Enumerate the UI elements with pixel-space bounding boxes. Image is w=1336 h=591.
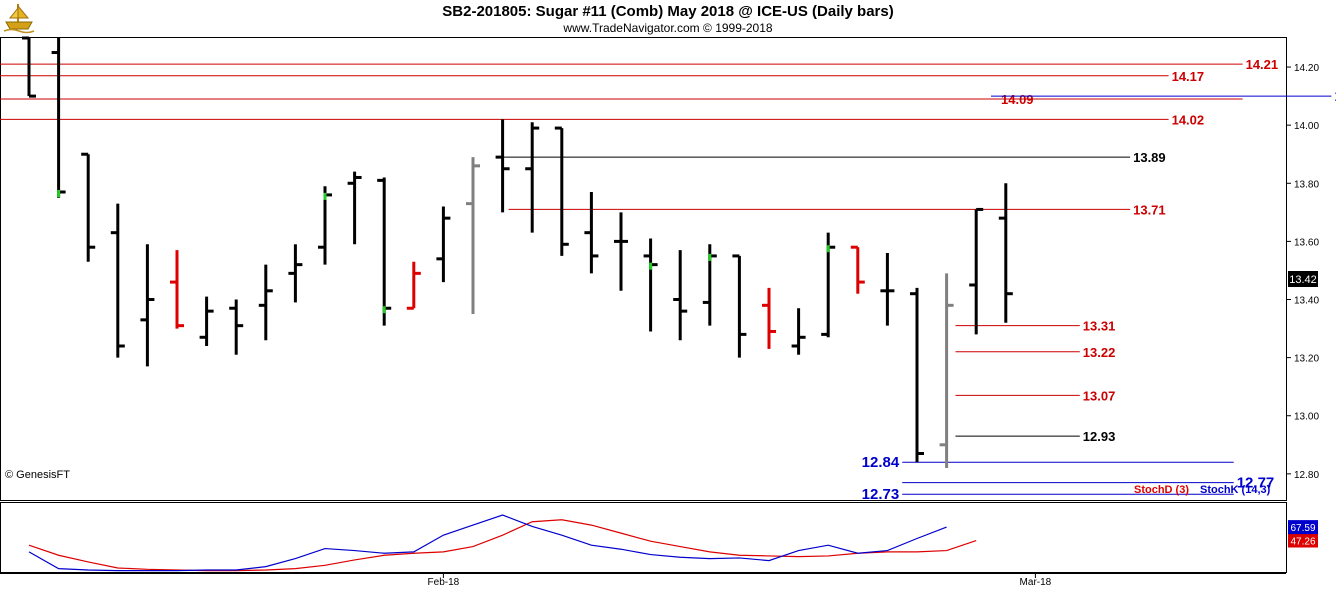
ohlc-bar xyxy=(821,232,836,338)
ohlc-bar xyxy=(702,244,717,326)
ohlc-bar xyxy=(170,250,184,329)
level-label: 14.02 xyxy=(1172,112,1205,127)
legend-stochk: StochK (14,3) xyxy=(1200,484,1271,496)
y-tick-label: 12.80 xyxy=(1294,470,1319,481)
ohlc-bar xyxy=(258,264,273,341)
stoch-value-label: 67.59 xyxy=(1290,523,1315,534)
y-tick-label: 14.20 xyxy=(1294,63,1319,74)
ohlc-bar xyxy=(969,207,984,335)
level-label: 12.73 xyxy=(862,486,900,503)
oscillator-panel-frame xyxy=(0,502,1287,573)
y-tick-label: 13.80 xyxy=(1294,179,1319,190)
y-tick-label: 13.60 xyxy=(1294,237,1319,248)
ohlc-bar xyxy=(525,122,540,233)
ohlc-bar xyxy=(81,152,96,262)
ohlc-bar xyxy=(850,245,865,294)
stoch-line xyxy=(28,519,977,572)
ohlc-bar xyxy=(554,126,569,256)
ohlc-bar xyxy=(673,250,688,341)
trade-navigator-logo xyxy=(2,0,36,39)
level-label: 13.89 xyxy=(1133,150,1166,165)
ohlc-bar xyxy=(199,296,214,346)
ohlc-bar xyxy=(998,183,1013,323)
chart-header: SB2-201805: Sugar #11 (Comb) May 2018 @ … xyxy=(0,0,1336,38)
level-label: 13.07 xyxy=(1083,388,1116,403)
level-label: 14.10 xyxy=(1334,88,1336,105)
ohlc-bar xyxy=(436,206,451,283)
x-tick-label: Feb-18 xyxy=(428,577,460,588)
level-label: 12.93 xyxy=(1083,429,1116,444)
chart-subtitle: www.TradeNavigator.com © 1999-2018 xyxy=(563,21,773,35)
level-label: 12.84 xyxy=(862,454,900,471)
stoch-value-label: 47.26 xyxy=(1290,537,1315,548)
ohlc-bar xyxy=(910,287,924,463)
ohlc-bar xyxy=(732,254,747,358)
ohlc-bar xyxy=(140,244,155,367)
level-label: 14.09 xyxy=(1001,92,1034,107)
last-price-label: 13.42 xyxy=(1289,274,1317,286)
level-label: 12.77 xyxy=(1237,475,1275,492)
y-tick-label: 13.40 xyxy=(1294,296,1319,307)
price-panel: 14.20 14.00 13.80 13.60 13.40 13.20 13.00 12.80… xyxy=(0,36,1336,503)
x-tick-label: Mar-18 xyxy=(1020,577,1052,588)
ohlc-bar xyxy=(406,261,421,310)
copyright-label: © GenesisFT xyxy=(5,469,70,481)
ohlc-bar xyxy=(495,119,510,213)
ohlc-bar xyxy=(939,273,954,469)
stoch-value-box xyxy=(1288,533,1318,548)
ohlc-bar xyxy=(318,186,332,265)
ohlc-bar xyxy=(110,203,125,358)
ohlc-bar xyxy=(791,308,806,355)
y-tick-label: 14.00 xyxy=(1294,121,1319,132)
legend-stochd: StochD (3) xyxy=(1134,484,1189,496)
y-tick-label: 13.20 xyxy=(1294,354,1319,365)
stoch-value-box xyxy=(1288,520,1318,535)
date-axis: Feb-18 Mar-18 xyxy=(0,573,1286,588)
ohlc-bar xyxy=(466,157,480,315)
ohlc-bar xyxy=(643,238,658,332)
oscillator-labels: 47.26 67.59 xyxy=(1288,520,1318,548)
ohlc-bar xyxy=(377,177,392,326)
stoch-line xyxy=(28,514,947,572)
ohlc-bar xyxy=(229,299,244,355)
ohlc-bar xyxy=(347,171,362,245)
ohlc-bar xyxy=(762,287,776,349)
price-bars xyxy=(22,36,1013,469)
ohlc-bar xyxy=(288,244,303,303)
price-panel-frame xyxy=(0,37,1287,501)
ohlc-bar xyxy=(51,38,66,198)
price-levels: 14.21 14.17 14.09 14.10 14.02 13.89 13.71 13.31… xyxy=(0,57,1336,503)
level-label: 13.71 xyxy=(1133,202,1166,217)
price-axis: 14.20 14.00 13.80 13.60 13.40 13.20 13.00 12.80 xyxy=(1286,63,1319,481)
oscillator-panel: 47.26 67.59 xyxy=(0,502,1318,573)
ohlc-bar xyxy=(614,212,628,291)
level-label: 14.17 xyxy=(1172,69,1205,84)
chart-title: SB2-201805: Sugar #11 (Comb) May 2018 @ … xyxy=(442,3,894,20)
level-label: 13.22 xyxy=(1083,345,1116,360)
level-label: 13.31 xyxy=(1083,319,1116,334)
ohlc-bar xyxy=(584,192,599,274)
ship-icon xyxy=(3,4,35,34)
oscillator-lines xyxy=(28,514,977,572)
y-tick-label: 13.00 xyxy=(1294,412,1319,423)
ohlc-bar xyxy=(22,36,36,98)
last-price-box xyxy=(1288,271,1318,287)
level-label: 14.21 xyxy=(1246,57,1279,72)
ohlc-bar xyxy=(880,253,895,326)
